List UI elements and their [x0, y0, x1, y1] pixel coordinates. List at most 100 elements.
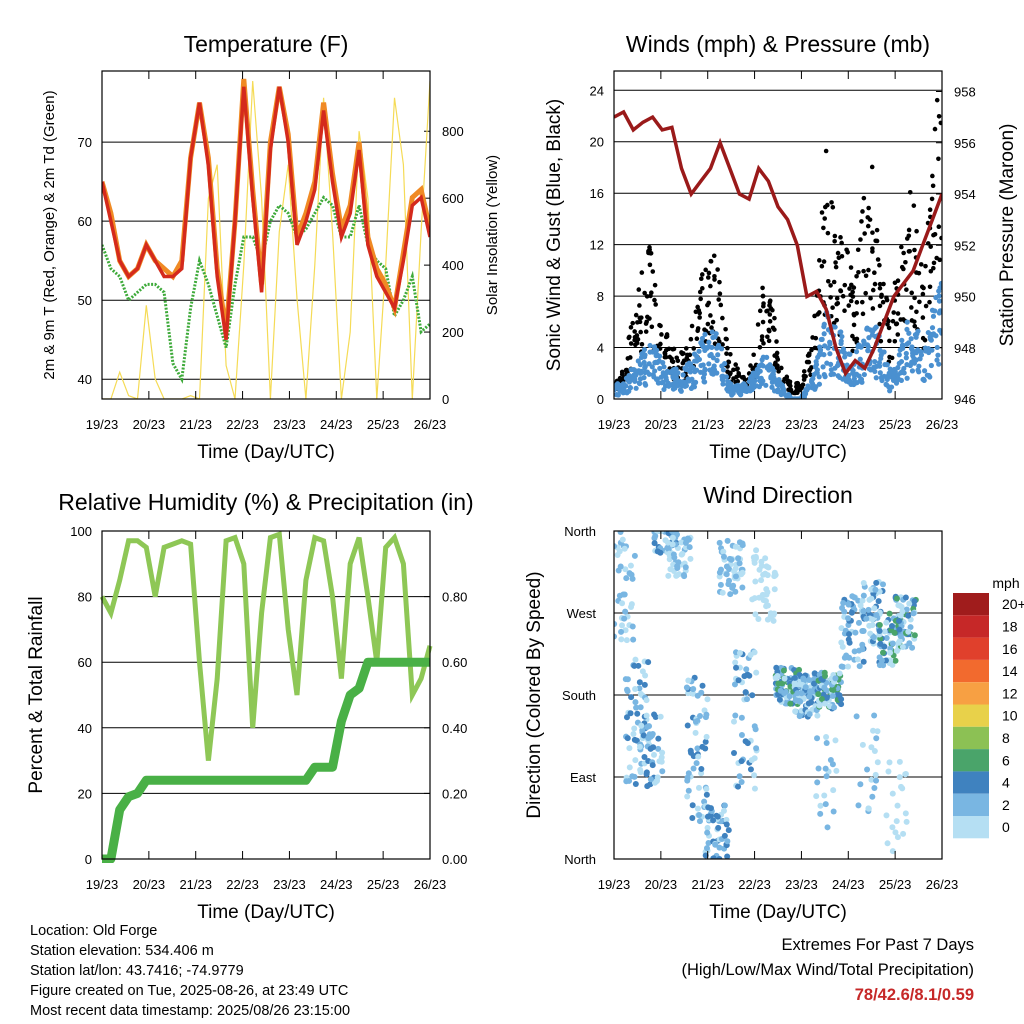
- chart-title: Temperature (F): [184, 31, 349, 57]
- gust-point: [723, 336, 729, 342]
- gust-point: [906, 249, 912, 254]
- direction-point: [845, 601, 852, 608]
- gust-point: [650, 269, 656, 274]
- x-axis-label: Time (Day/UTC): [197, 902, 335, 923]
- direction-point: [618, 636, 625, 643]
- wind-point: [702, 347, 708, 353]
- gust-point: [918, 262, 924, 267]
- wind-point: [694, 353, 700, 360]
- gust-point: [720, 315, 725, 321]
- plot-frame: [613, 70, 943, 400]
- wind-point: [728, 381, 734, 387]
- gust-point: [899, 244, 904, 250]
- x-tick-label: 26/23: [926, 877, 959, 892]
- gust-point: [708, 313, 713, 318]
- direction-point: [823, 734, 830, 741]
- direction-point: [623, 637, 630, 644]
- wind-point: [883, 381, 889, 387]
- direction-point: [617, 531, 624, 535]
- wind-point: [934, 357, 940, 363]
- wind-point: [637, 362, 643, 368]
- direction-point: [684, 793, 691, 800]
- direction-point: [732, 573, 739, 580]
- direction-point: [687, 747, 694, 754]
- direction-point: [703, 711, 710, 718]
- y-tick-label: 40: [78, 372, 92, 387]
- direction-point: [853, 713, 860, 720]
- direction-point: [791, 680, 798, 687]
- wind-point: [678, 388, 684, 394]
- direction-point: [756, 566, 763, 573]
- wind-point: [801, 394, 807, 399]
- direction-point: [886, 759, 893, 766]
- y-right-tick-label: 0.60: [442, 655, 467, 670]
- wind-point: [718, 346, 725, 352]
- wind-point: [771, 374, 777, 381]
- x-tick-label: 23/23: [273, 417, 306, 432]
- gust-point: [834, 296, 840, 301]
- wind-point: [652, 368, 658, 374]
- wind-point: [935, 352, 941, 358]
- direction-point: [896, 758, 903, 765]
- direction-point: [893, 818, 900, 825]
- direction-point: [871, 712, 878, 719]
- y-right-tick-label: 948: [954, 341, 976, 356]
- direction-point: [638, 722, 645, 729]
- direction-point: [763, 586, 770, 593]
- direction-point: [630, 636, 637, 643]
- direction-point: [814, 779, 821, 786]
- wind-point: [769, 384, 775, 390]
- gust-point: [775, 357, 781, 362]
- direction-point: [910, 610, 917, 617]
- direction-point: [869, 793, 876, 800]
- gust-point: [760, 293, 766, 299]
- gust-point: [822, 216, 828, 221]
- gust-point: [931, 260, 937, 266]
- colorbar-swatch: [953, 726, 989, 750]
- station-info: Location: Old Forge Station elevation: 5…: [30, 921, 350, 1021]
- gust-point: [748, 363, 753, 368]
- gust-point: [697, 289, 703, 295]
- direction-point: [656, 758, 663, 765]
- wind-point: [861, 371, 867, 378]
- y-right-tick-label: 956: [954, 136, 976, 151]
- direction-point: [906, 600, 913, 607]
- direction-point: [751, 772, 758, 779]
- gust-point: [828, 283, 833, 288]
- wind-point: [820, 364, 826, 370]
- wind-point: [809, 377, 815, 383]
- y-tick-label: 100: [70, 524, 92, 539]
- gust-point: [854, 336, 860, 342]
- gust-point: [861, 195, 867, 201]
- x-axis-label: Time (Day/UTC): [709, 442, 847, 463]
- gust-point: [835, 301, 841, 306]
- wind-point: [872, 359, 878, 365]
- direction-point: [892, 829, 899, 836]
- gust-point: [934, 97, 940, 103]
- direction-point: [699, 743, 706, 750]
- colorbar-swatch: [953, 749, 989, 772]
- wind-point: [927, 336, 934, 342]
- direction-point: [896, 626, 903, 633]
- gust-point: [929, 196, 935, 202]
- x-tick-label: 25/23: [367, 417, 400, 432]
- gust-point: [842, 282, 848, 288]
- direction-point: [614, 543, 617, 550]
- gust-point: [751, 352, 756, 358]
- wind-point: [871, 364, 877, 370]
- x-tick-label: 24/23: [320, 417, 353, 432]
- wind-point: [816, 374, 822, 380]
- gust-point: [772, 315, 777, 321]
- direction-point: [777, 687, 784, 694]
- x-tick-label: 22/23: [226, 877, 259, 892]
- y-tick-label: 12: [590, 238, 604, 253]
- direction-point: [647, 776, 654, 783]
- direction-point: [695, 784, 702, 791]
- gust-point: [710, 319, 716, 325]
- colorbar-swatch: [953, 771, 989, 794]
- direction-point: [892, 657, 899, 664]
- wind-point: [895, 365, 901, 371]
- gust-point: [911, 203, 917, 208]
- direction-point: [629, 773, 636, 780]
- wind-point: [638, 368, 645, 375]
